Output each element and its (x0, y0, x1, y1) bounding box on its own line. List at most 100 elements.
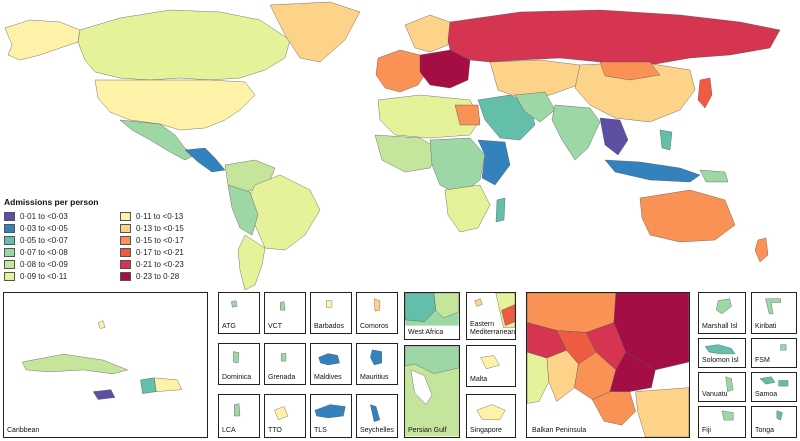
region-mexico (119, 119, 196, 161)
inset-singapore: Singapore (466, 394, 516, 438)
region-west-africa (374, 134, 441, 173)
legend-swatch (120, 223, 131, 233)
island-shape (765, 298, 781, 315)
region-greenland (269, 1, 361, 63)
island-shape (721, 410, 734, 421)
inset-maldives: Maldives (310, 343, 352, 385)
inset-seychelles: Seychelles (356, 394, 398, 438)
island-bahamas (97, 320, 106, 329)
inset-label-lca: LCA (222, 427, 236, 434)
region-india (551, 104, 601, 161)
island-shape (780, 344, 787, 351)
land-shape (591, 391, 636, 426)
inset-label-grenada: Grenada (268, 374, 296, 381)
inset-grenada: Grenada (264, 343, 306, 385)
inset-label-tls: TLS (314, 427, 327, 434)
inset-comoros: Comoros (356, 292, 398, 334)
inset-solomon-islands: Solomon Isl (698, 338, 746, 368)
inset-label-tto: TTO (268, 427, 282, 434)
inset-dominica: Dominica (218, 343, 260, 385)
region-indonesia (604, 159, 701, 183)
legend-label: 0·23 to 0·28 (136, 271, 180, 281)
region-east-africa (477, 139, 511, 186)
land-shape (433, 293, 459, 319)
region-alaska (4, 19, 81, 61)
legend-swatch (120, 235, 131, 245)
legend-item: 0·11 to <0·13 (120, 211, 228, 221)
region-japan (697, 77, 713, 109)
legend-label: 0·15 to <0·17 (136, 235, 184, 245)
legend-label: 0·07 to <0·08 (20, 247, 68, 257)
legend-item: 0·07 to <0·08 (4, 247, 112, 257)
legend-item: 0·09 to <0·11 (4, 271, 112, 281)
region-mongolia (599, 61, 661, 81)
inset-samoa: Samoa (751, 372, 797, 402)
inset-label-tonga: Tonga (755, 427, 775, 434)
land-shape (635, 387, 689, 437)
legend-swatch (120, 211, 131, 221)
island-shape (370, 349, 382, 366)
inset-balkan-peninsula: Balkan Peninsula (526, 292, 690, 438)
legend-item: 0·23 to 0·28 (120, 271, 228, 281)
legend-swatch (120, 259, 131, 269)
island-shape (704, 344, 736, 355)
legend-swatch (120, 247, 131, 257)
inset-label-seychelles: Seychelles (360, 427, 394, 434)
region-papua-new-guinea (699, 169, 729, 183)
world-map (4, 1, 781, 291)
legend-swatch (4, 247, 15, 257)
inset-label-kiribati: Kiribati (755, 323, 777, 330)
island-shape (716, 298, 732, 315)
region-australia (639, 189, 736, 243)
island-shape (281, 353, 287, 362)
inset-label-balkan-peninsula: Balkan Peninsula (530, 427, 589, 435)
legend-item: 0·05 to <0·07 (4, 235, 112, 245)
legend-item: 0·13 to <0·15 (120, 223, 228, 233)
inset-malta: Malta (466, 345, 516, 387)
island-shape (318, 353, 340, 366)
inset-label-fsm: FSM (755, 357, 770, 364)
island-shape (373, 298, 381, 312)
legend-swatch (4, 223, 15, 233)
inset-eastern-mediterranean: Eastern Mediterranean (466, 292, 516, 340)
island-shape (480, 355, 500, 370)
region-philippines (659, 129, 673, 151)
inset-tls: TLS (310, 394, 352, 438)
region-iran (514, 91, 556, 123)
inset-label-atg: ATG (222, 323, 236, 330)
inset-persian-gulf: Persian Gulf (404, 345, 460, 438)
inset-label-barbados: Barbados (314, 323, 344, 330)
island-shape (776, 410, 783, 421)
region-scandinavia (404, 14, 451, 53)
legend-swatch (4, 271, 15, 281)
legend-label: 0·21 to <0·23 (136, 259, 184, 269)
inset-label-samoa: Samoa (755, 391, 778, 398)
inset-label-fiji: Fiji (702, 427, 711, 434)
land-shape (405, 293, 437, 322)
region-central-america (184, 147, 226, 173)
water-shape (410, 369, 433, 405)
region-egypt (454, 104, 481, 126)
legend-item: 0·03 to <0·05 (4, 223, 112, 233)
island-shape (234, 403, 241, 417)
inset-fsm: FSM (751, 338, 797, 368)
region-canada (77, 9, 291, 81)
land-shape (501, 304, 515, 326)
legend-item: 0·15 to <0·17 (120, 235, 228, 245)
region-north-africa (377, 94, 481, 139)
legend-item: 0·08 to <0·09 (4, 259, 112, 269)
inset-vanuatu: Vanuatu (698, 372, 746, 402)
inset-atg: ATG (218, 292, 260, 334)
region-western-europe (375, 49, 429, 93)
island-shape (326, 300, 333, 308)
inset-tonga: Tonga (751, 406, 797, 438)
inset-label-caribbean: Caribbean (7, 427, 40, 434)
inset-label-eastern-mediterranean: Eastern Mediterranean (470, 321, 516, 336)
land-shape (405, 346, 459, 374)
inset-label-persian-gulf: Persian Gulf (408, 427, 447, 434)
inset-label-mauritius: Mauritius (360, 374, 389, 381)
island-shape (274, 406, 289, 421)
legend-label: 0·01 to <0·03 (20, 211, 68, 221)
island-shape (233, 351, 240, 364)
inset-label-singapore: Singapore (470, 427, 502, 434)
